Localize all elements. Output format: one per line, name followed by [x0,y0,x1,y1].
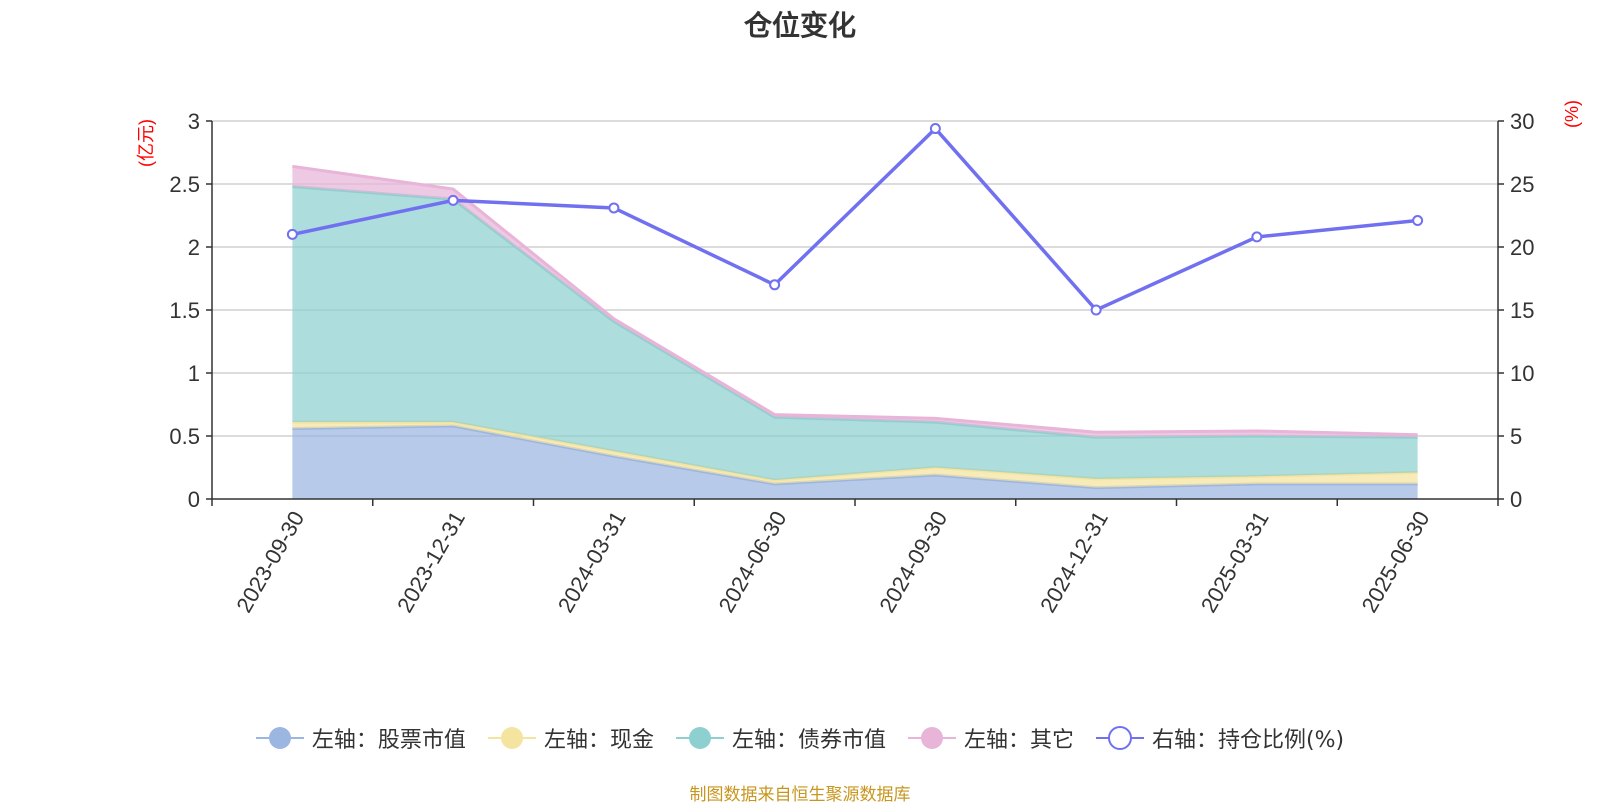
y-right-tick-label: 0 [1510,487,1522,512]
legend-label-other: 左轴：其它 [963,728,1074,753]
line-point [286,228,298,240]
area-edge-左轴：其它 [292,164,1418,437]
y-right-tick-label: 30 [1510,109,1534,134]
x-tick-label: 2024-06-30 [714,507,792,617]
legend-item-other[interactable]: 左轴：其它 [907,722,1074,754]
x-tick-label: 2024-03-31 [553,507,631,617]
line-point [447,194,459,206]
x-tick-label: 2025-06-30 [1357,507,1435,617]
line-point [1412,215,1424,227]
y-right-tick-label: 5 [1510,424,1522,449]
source-note: 制图数据来自恒生聚源数据库 [689,785,911,805]
y-right-tick-label: 15 [1510,298,1534,323]
y-right-tick-label: 10 [1510,361,1534,386]
legend-item-cash[interactable]: 左轴：现金 [487,722,654,754]
y-left-tick-label: 1.5 [169,298,200,323]
legend-marker-ratio [1095,726,1144,750]
y-left-tick-label: 0 [188,487,200,512]
legend-label-bond: 左轴：债券市值 [731,728,886,753]
area-左轴：股票市值 [292,425,1418,499]
area-左轴：债券市值 [292,186,1418,481]
x-tick-label: 2023-12-31 [392,507,470,617]
legend-label-cash: 左轴：现金 [543,728,654,753]
legend-label-ratio: 右轴：持仓比例(%) [1151,728,1345,753]
legend-marker-bond [675,727,724,749]
legend-item-bond[interactable]: 左轴：债券市值 [675,722,886,754]
legend-label-stock: 左轴：股票市值 [311,728,466,753]
x-tick-label: 2024-09-30 [874,507,952,617]
right-axis-unit: (%) [1562,100,1582,128]
legend: 左轴：股票市值 左轴：现金 左轴：债券市值 左轴：其它 右轴：持仓比例(%) [0,722,1600,754]
legend-marker-other [907,727,956,749]
area-layer [292,164,1418,499]
x-tick-label: 2025-03-31 [1196,507,1274,617]
y-left-tick-label: 2.5 [169,172,200,197]
y-left-tick-label: 3 [188,109,200,134]
line-右轴：持仓比例(%) [292,126,1418,313]
line-point [1090,304,1102,316]
y-right-tick-label: 20 [1510,235,1534,260]
left-axis-unit: (亿元) [136,119,156,167]
legend-marker-cash [487,727,536,749]
y-right-tick-label: 25 [1510,172,1534,197]
legend-marker-stock [255,727,304,749]
x-tick-label: 2023-09-30 [231,507,309,617]
line-point [1251,231,1263,243]
area-左轴：其它 [292,166,1418,438]
legend-item-stock[interactable]: 左轴：股票市值 [255,722,466,754]
line-layer [286,123,1424,316]
y-left-tick-label: 1 [188,361,200,386]
chart-title: 仓位变化 [743,9,856,42]
y-left-tick-label: 2 [188,235,200,260]
line-point [769,279,781,291]
legend-item-ratio[interactable]: 右轴：持仓比例(%) [1095,722,1345,754]
line-point [608,202,620,214]
y-left-tick-label: 0.5 [169,424,200,449]
x-tick-label: 2024-12-31 [1035,507,1113,617]
line-point [929,123,941,135]
